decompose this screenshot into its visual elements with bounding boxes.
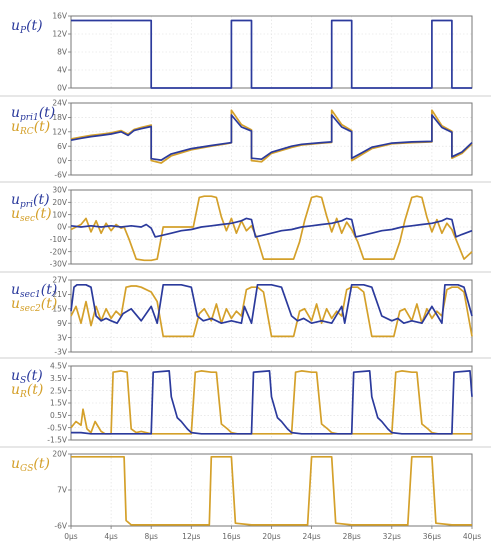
panel-3: 30V 20V 10V 0V -10V -20V -30V upri(t)usec(t) [11, 186, 473, 269]
series-line-blue [70, 283, 473, 325]
x-tick-label: 36µs [423, 532, 441, 541]
x-tick-label: 0µs [64, 532, 78, 541]
x-tick-label: 8µs [144, 532, 158, 541]
y-tick-label: 20V [52, 450, 68, 459]
panel-6: 20V 7V -6V uGS(t) 0µs 4µs 8µs 12µs 16µs 20µs 24µs 2… [11, 450, 481, 541]
y-tick-label: 10V [52, 210, 68, 219]
x-tick-label: 24µs [302, 532, 320, 541]
y-tick-label: -6V [54, 522, 67, 531]
signal-label: upri1(t) [11, 105, 55, 123]
x-tick-label: 4µs [104, 532, 118, 541]
y-tick-label: 12V [52, 128, 68, 137]
y-tick-label: 16V [52, 12, 68, 21]
y-tick-label: 0V [57, 84, 68, 93]
signal-label: uGS(t) [11, 456, 50, 474]
panel-5: 4.5V 3.5V 2.5V 1.5V 0.5V -0.5V -1.5V uS(t)uR(t) [11, 362, 473, 445]
y-tick-label: 21V [52, 290, 68, 299]
y-tick-label: 6V [57, 142, 68, 151]
y-tick-label: 1.5V [50, 399, 68, 408]
signal-label: uP(t) [11, 18, 43, 36]
x-tick-label: 40µs [463, 532, 481, 541]
y-tick-label: 0V [57, 223, 68, 232]
panel-1: 16V 12V 8V 4V 0V uP(t) [11, 12, 473, 93]
signal-label: usec(t) [11, 206, 52, 224]
y-tick-label: 18V [52, 113, 68, 122]
y-tick-label: -0.5V [47, 423, 68, 432]
x-tick-label: 32µs [383, 532, 401, 541]
panel-2: 24V 18V 12V 6V 0V -6V upri1(t)uRC(t) [11, 99, 473, 180]
signal-label: usec2(t) [11, 296, 57, 314]
y-tick-label: 4.5V [50, 362, 68, 371]
y-tick-label: 12V [52, 30, 68, 39]
signal-label: usec1(t) [11, 282, 57, 300]
series-line-blue [71, 370, 473, 435]
signal-label: upri(t) [11, 192, 50, 210]
series-line-orange [70, 285, 473, 338]
y-tick-label: 15V [52, 305, 68, 314]
y-tick-label: 3.5V [50, 374, 68, 383]
y-tick-label: 2.5V [50, 386, 68, 395]
y-tick-label: -20V [50, 247, 68, 256]
x-tick-label: 12µs [182, 532, 200, 541]
y-tick-label: 24V [52, 99, 68, 108]
y-tick-label: -3V [54, 348, 67, 357]
y-tick-label: -10V [50, 235, 68, 244]
plot-frame [70, 365, 473, 441]
series-line-blue [70, 114, 473, 161]
y-tick-label: -6V [54, 171, 67, 180]
y-tick-label: 0.5V [50, 411, 68, 420]
signal-label: uR(t) [11, 382, 43, 400]
y-tick-label: 9V [57, 319, 68, 328]
y-tick-label: 3V [57, 333, 68, 342]
y-tick-label: -30V [50, 260, 68, 269]
y-tick-label: 30V [52, 186, 68, 195]
x-tick-label: 20µs [262, 532, 280, 541]
series-line-orange [71, 455, 472, 526]
y-tick-label: 27V [52, 276, 68, 285]
y-tick-label: -1.5V [47, 436, 68, 445]
y-tick-label: 8V [57, 48, 68, 57]
y-tick-label: 0V [57, 156, 68, 165]
x-tick-label: 16µs [222, 532, 240, 541]
series-line-blue [70, 217, 473, 238]
plot-frame [70, 189, 473, 265]
y-tick-label: 7V [57, 486, 68, 495]
panel-4: 27V 21V 15V 9V 3V -3V usec1(t)usec2(t) [11, 276, 473, 357]
signal-label: uRC(t) [11, 119, 50, 137]
series-line-blue [71, 19, 472, 89]
x-tick-label: 28µs [343, 532, 361, 541]
y-tick-label: 20V [52, 198, 68, 207]
y-tick-label: 4V [57, 66, 68, 75]
signal-label: uS(t) [11, 368, 43, 386]
